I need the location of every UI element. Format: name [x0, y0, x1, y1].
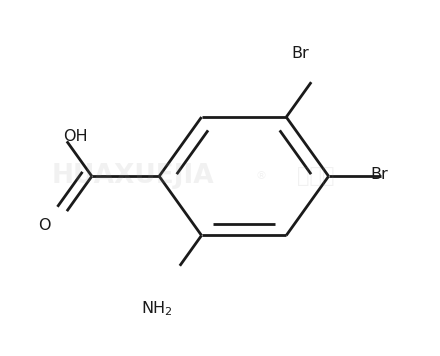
Text: OH: OH: [63, 129, 88, 144]
Text: Br: Br: [370, 167, 388, 182]
Text: ®: ®: [256, 171, 267, 181]
Text: HUAXUEJIA: HUAXUEJIA: [52, 163, 214, 189]
Text: Br: Br: [292, 46, 309, 61]
Text: 化学加: 化学加: [297, 166, 334, 186]
Text: O: O: [38, 218, 51, 233]
Text: NH$_2$: NH$_2$: [141, 299, 173, 318]
